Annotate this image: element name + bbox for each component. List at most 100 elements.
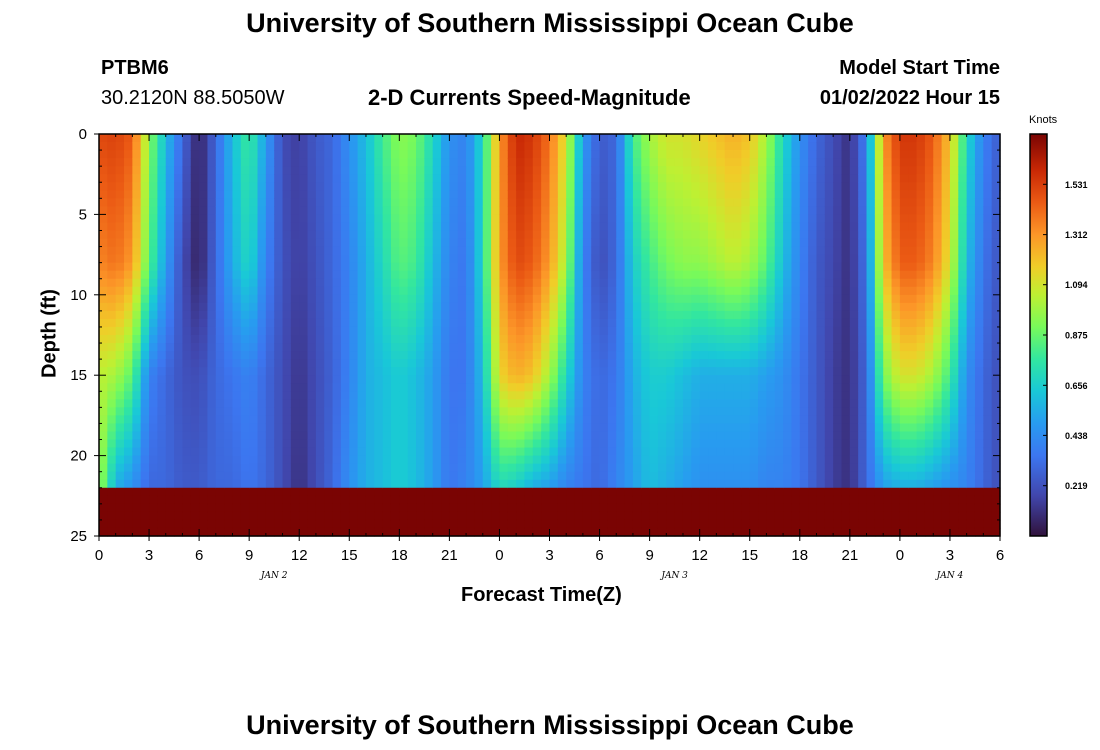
heatmap-cell [165,407,175,416]
heatmap-cell [365,391,375,400]
heatmap-cell [849,335,859,344]
heatmap-cell [557,367,567,376]
heatmap-cell [557,254,567,264]
heatmap-cell [557,246,567,256]
heatmap-cell [624,423,634,433]
heatmap-cell [132,495,142,505]
heatmap-cell [332,351,342,360]
heatmap-cell [382,415,392,425]
heatmap-cell [174,310,184,320]
heatmap-cell [824,479,834,489]
heatmap-cell [874,471,884,481]
heatmap-cell [182,423,192,433]
heatmap-cell [482,190,492,199]
heatmap-cell [899,302,909,312]
heatmap-cell [232,495,242,505]
heatmap-cell [299,150,309,159]
heatmap-cell [616,479,626,489]
heatmap-cell [124,158,133,167]
heatmap-cell [516,174,526,183]
heatmap-cell [766,447,776,457]
heatmap-cell [132,431,142,441]
heatmap-cell [457,246,467,256]
heatmap-cell [349,182,359,191]
heatmap-cell [374,391,384,400]
heatmap-cell [741,447,751,457]
heatmap-cell [299,375,309,384]
heatmap-cell [541,383,551,392]
heatmap-cell [541,479,551,489]
heatmap-cell [549,214,559,224]
heatmap-cell [432,391,442,400]
heatmap-cell [382,270,392,280]
heatmap-cell [549,230,559,240]
heatmap-cell [407,294,417,304]
heatmap-cell [824,519,834,529]
heatmap-cell [407,158,417,167]
heatmap-cell [149,206,158,215]
heatmap-cell [365,238,375,248]
heatmap-cell [858,286,868,296]
heatmap-cell [582,302,592,312]
heatmap-cell [215,310,225,320]
heatmap-cell [874,383,884,392]
heatmap-cell [124,142,133,151]
heatmap-cell [766,318,776,328]
heatmap-cell [349,407,359,416]
heatmap-cell [174,174,184,183]
heatmap-cell [132,134,142,143]
heatmap-cell [783,415,793,425]
heatmap-cell [115,367,125,376]
heatmap-cell [641,335,651,344]
heatmap-cell [140,519,150,529]
heatmap-cell [708,519,717,529]
heatmap-cell [182,214,192,224]
heatmap-cell [883,142,893,151]
heatmap-cell [791,286,801,296]
heatmap-cell [549,463,559,473]
heatmap-cell [449,278,459,288]
heatmap-cell [407,383,417,392]
heatmap-cell [140,487,150,497]
heatmap-cell [607,222,617,232]
heatmap-cell [607,238,617,248]
heatmap-cell [240,495,250,505]
heatmap-cell [724,391,734,400]
heatmap-cell [582,142,592,151]
heatmap-cell [641,190,651,199]
heatmap-cell [224,519,234,529]
heatmap-cell [682,367,692,376]
heatmap-cell [174,286,184,296]
heatmap-cell [582,431,592,441]
heatmap-cell [140,302,150,312]
heatmap-cell [224,415,234,425]
heatmap-cell [182,447,192,457]
heatmap-cell [649,222,659,232]
heatmap-cell [165,343,175,352]
heatmap-cell [182,238,192,248]
heatmap-cell [365,302,375,312]
heatmap-cell [282,182,292,191]
heatmap-cell [591,174,601,183]
heatmap-cell [516,198,526,207]
heatmap-cell [265,447,275,457]
heatmap-cell [816,262,826,272]
heatmap-cell [399,214,409,224]
heatmap-cell [899,214,909,224]
heatmap-cell [799,367,809,376]
heatmap-cell [516,142,526,151]
heatmap-cell [416,415,425,425]
heatmap-cell [532,503,542,513]
heatmap-cell [682,190,692,199]
heatmap-cell [607,278,617,288]
heatmap-cell [174,182,184,191]
heatmap-cell [841,479,851,489]
heatmap-cell [224,262,234,272]
heatmap-cell [574,198,584,207]
heatmap-cell [824,174,834,183]
heatmap-cell [165,335,175,344]
heatmap-cell [866,246,876,256]
heatmap-cell [441,455,450,465]
heatmap-cell [883,335,893,344]
heatmap-cell [265,407,275,416]
